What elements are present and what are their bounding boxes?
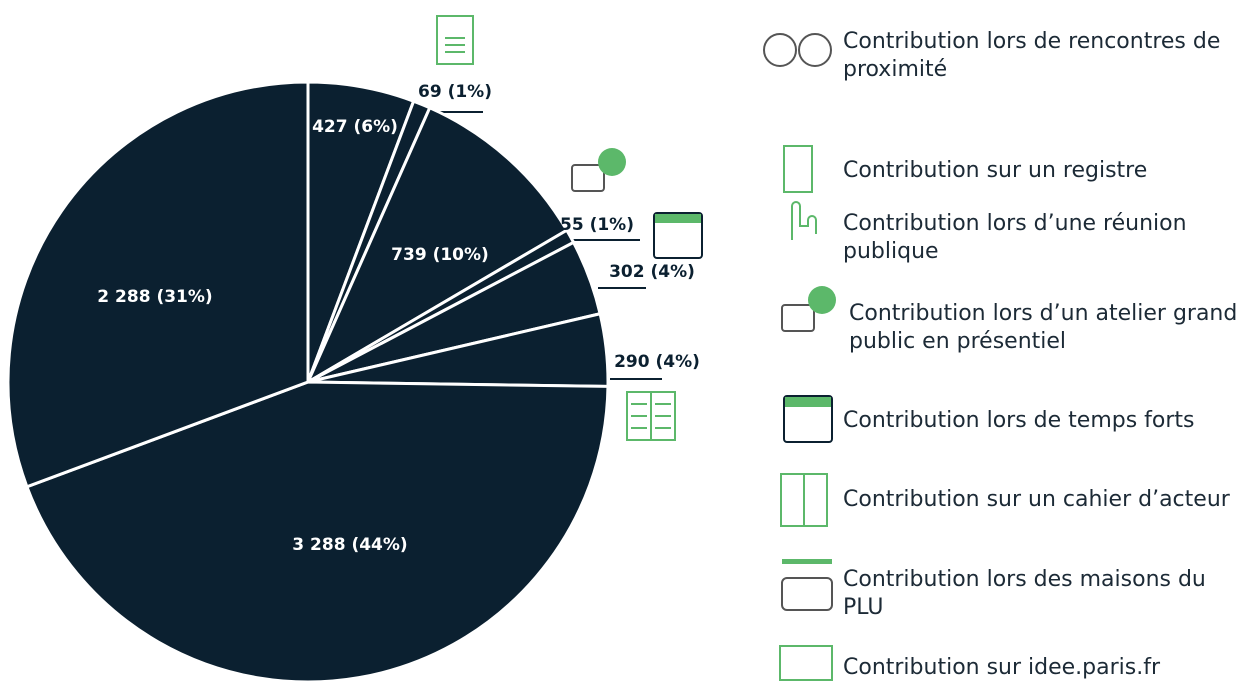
data-label: 739 (10%) — [391, 245, 489, 265]
register-icon — [783, 145, 813, 193]
legend-entry: Contribution lors de temps forts — [843, 408, 1195, 433]
calendar-icon — [783, 395, 833, 443]
calendar-icon — [653, 212, 703, 259]
legend-entry: Contribution lors d’une réunion publique — [843, 211, 1187, 264]
legend-entry: Contribution lors des maisons du PLU — [843, 567, 1206, 620]
data-label: 3 288 (44%) — [292, 535, 407, 555]
legend-entry: Contribution sur un registre — [843, 158, 1148, 183]
labels: 427 (6%) 69 (1%) 739 (10%) 55 (1%) 302 (4%) 2… — [97, 82, 700, 555]
people-icon — [763, 33, 797, 67]
slice — [6, 80, 310, 489]
legend-entry: Contribution sur idee.paris.fr — [843, 655, 1161, 680]
screen-icon — [779, 645, 833, 681]
register-icon — [436, 15, 474, 65]
book-icon — [631, 392, 671, 440]
data-label: 427 (6%) — [312, 117, 398, 137]
legend-entry: Contribution sur un cahier d’acteur — [843, 487, 1230, 512]
leader-line — [403, 111, 662, 380]
calendar-icon — [785, 397, 831, 407]
kiosk-icon — [782, 559, 832, 564]
chat-icon — [808, 286, 836, 314]
legend-entry: Contribution lors d’un atelier grand pub… — [849, 301, 1238, 354]
people-icon — [798, 33, 832, 67]
data-label: 2 288 (31%) — [97, 287, 212, 307]
slices — [6, 80, 610, 684]
calendar-icon — [655, 214, 701, 223]
kiosk-icon — [781, 577, 833, 611]
slice — [24, 380, 610, 684]
register-icon — [445, 37, 465, 53]
chat-icon — [571, 164, 605, 192]
data-label: 290 (4%) — [614, 352, 700, 372]
data-label: 55 (1%) — [560, 215, 634, 235]
data-label: 302 (4%) — [609, 262, 695, 282]
chat-icon — [598, 148, 626, 176]
data-label: 69 (1%) — [418, 82, 492, 102]
chat-icon — [781, 304, 815, 332]
slice — [304, 105, 569, 386]
hand-icon — [791, 201, 817, 240]
legend-entry: Contribution lors de rencontres de proxi… — [843, 29, 1221, 82]
